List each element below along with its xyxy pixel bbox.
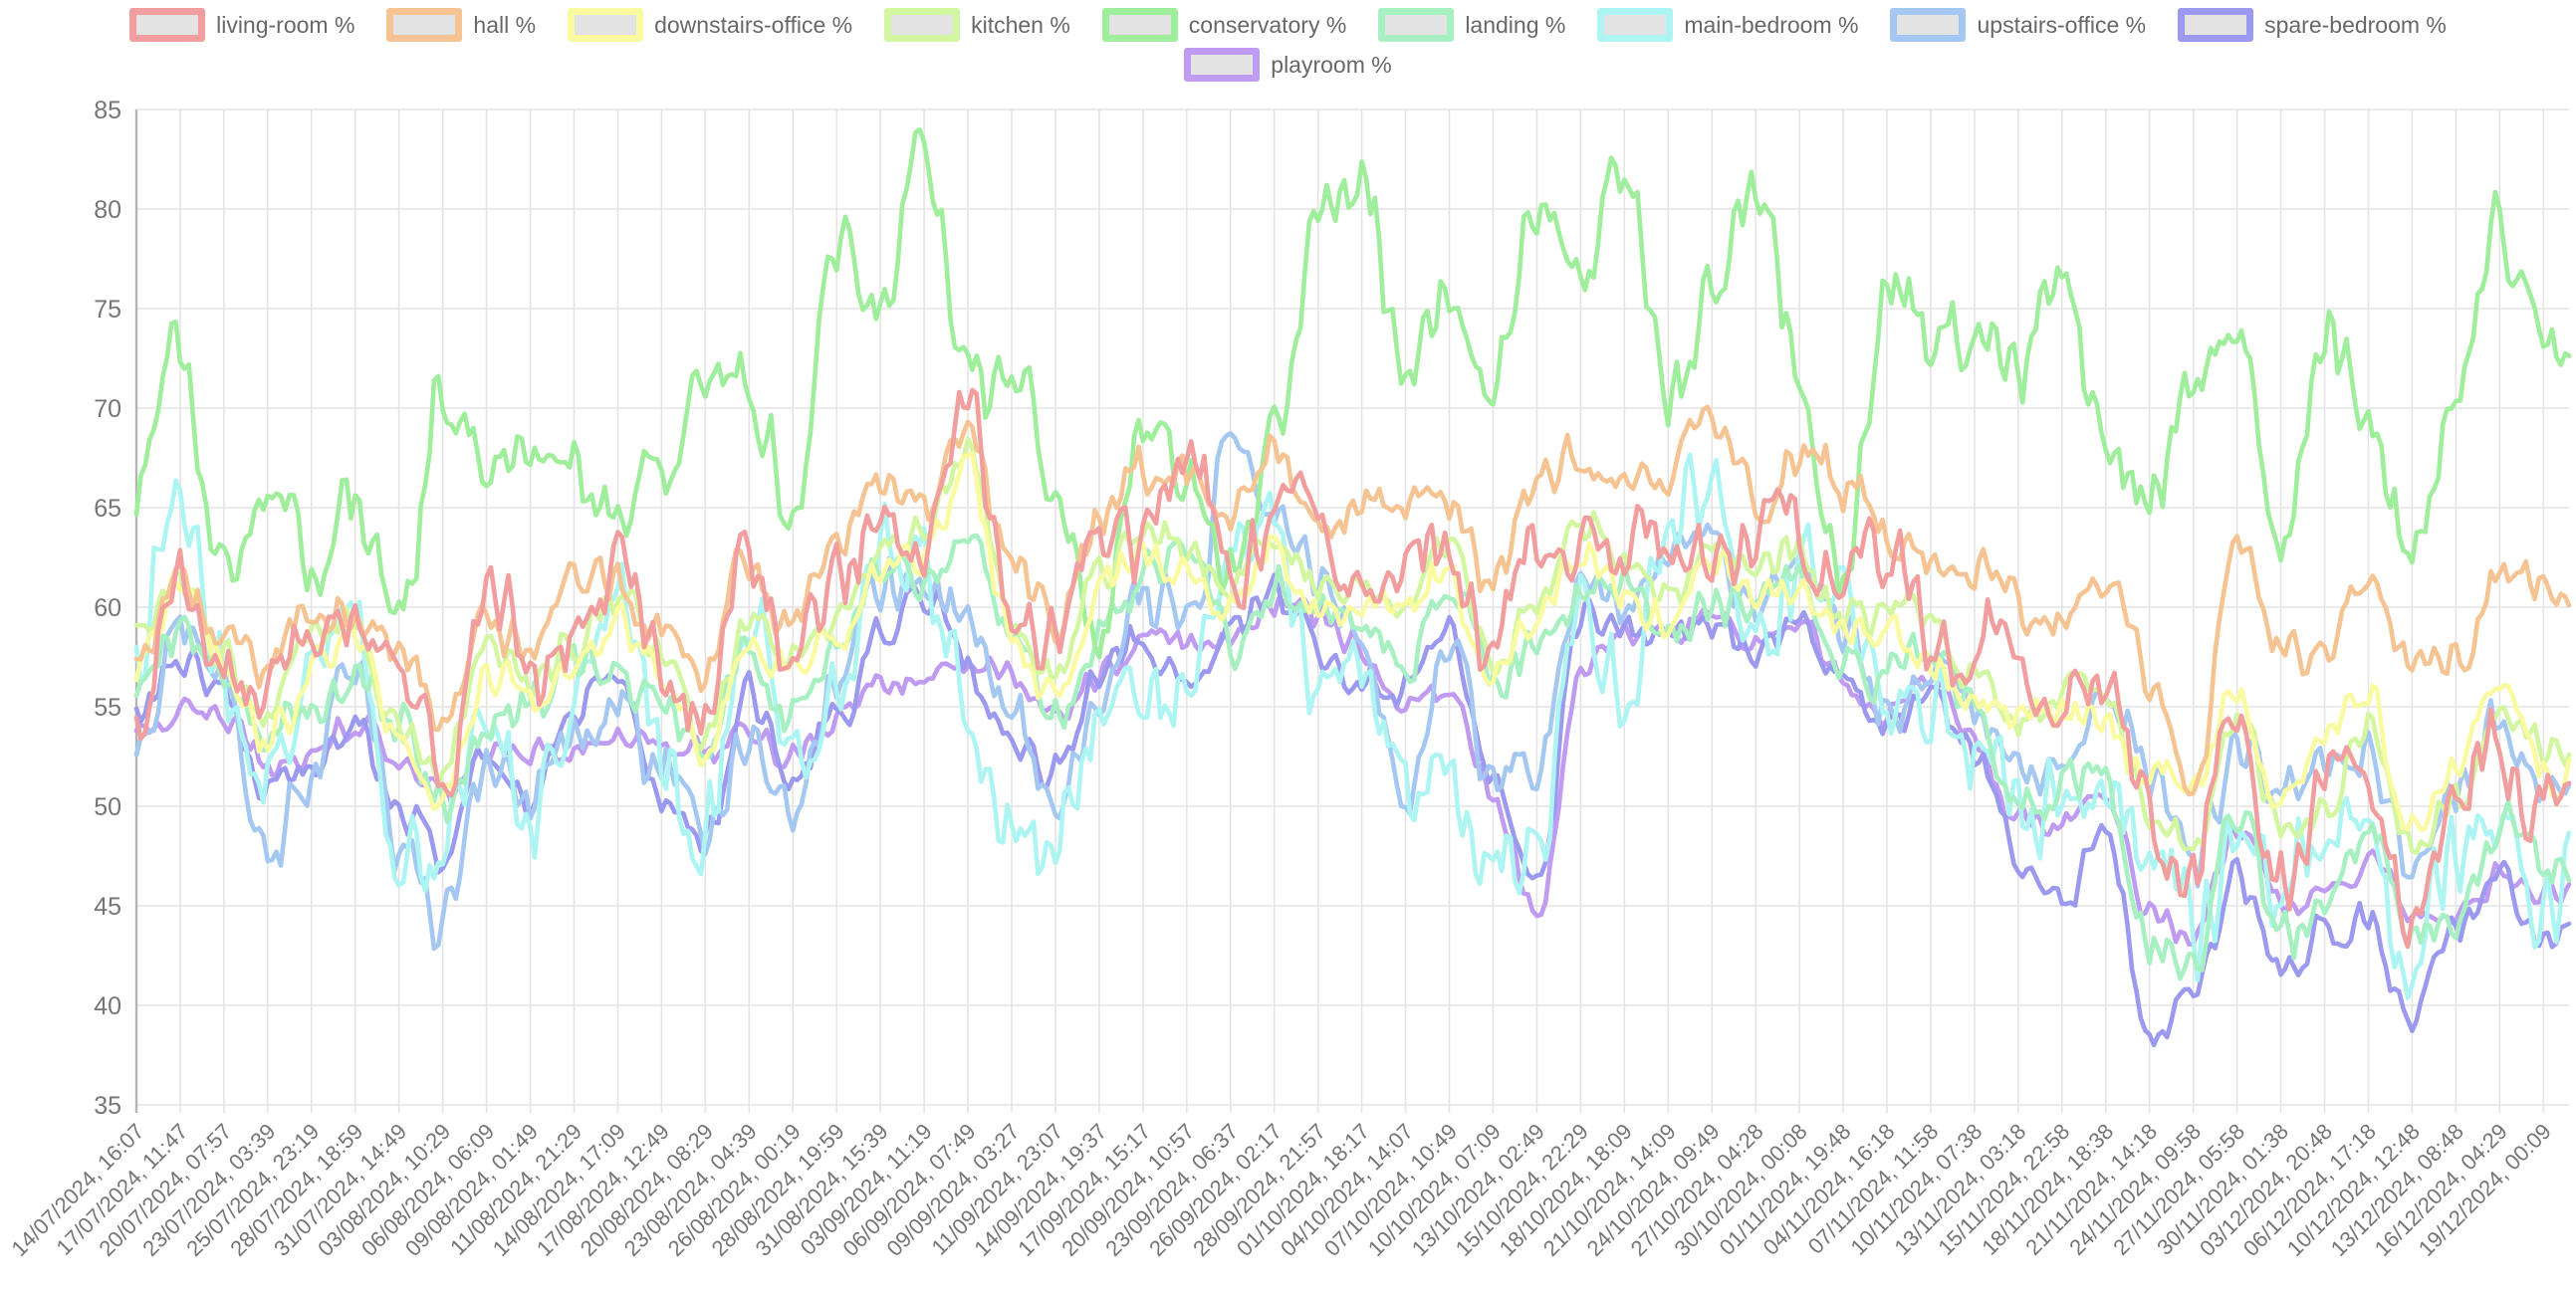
svg-text:45: 45: [94, 893, 121, 921]
svg-text:35: 35: [94, 1092, 121, 1120]
svg-text:85: 85: [94, 97, 121, 124]
legend-label: kitchen %: [971, 11, 1070, 38]
gridlines: [134, 108, 2569, 1113]
svg-text:75: 75: [94, 296, 121, 324]
legend-swatch-icon: [1101, 8, 1178, 42]
svg-text:60: 60: [94, 594, 121, 622]
chart-legend: living-room % hall % downstairs-office % ki…: [0, 8, 2576, 82]
legend-label: hall %: [473, 11, 537, 38]
legend-swatch-icon: [1184, 48, 1261, 82]
legend-label: playroom %: [1271, 51, 1392, 78]
legend-item-playroom[interactable]: playroom %: [1184, 48, 1392, 82]
legend-row-1: living-room % hall % downstairs-office % ki…: [129, 8, 2447, 42]
legend-swatch-icon: [884, 8, 961, 42]
legend-row-2: playroom %: [1184, 48, 1392, 82]
legend-item-landing[interactable]: landing %: [1378, 8, 1565, 42]
legend-item-spare-bedroom[interactable]: spare-bedroom %: [2178, 8, 2447, 42]
series-line-hall: [133, 404, 2572, 797]
legend-swatch-icon: [2178, 8, 2254, 42]
series-lines: [133, 127, 2572, 1048]
series-line-downstairs-office: [133, 451, 2572, 832]
legend-swatch-icon: [568, 8, 644, 42]
legend-label: upstairs-office %: [1977, 11, 2147, 38]
svg-text:70: 70: [94, 395, 121, 423]
legend-item-main-bedroom[interactable]: main-bedroom %: [1597, 8, 1858, 42]
legend-swatch-icon: [386, 8, 463, 42]
legend-swatch-icon: [1890, 8, 1967, 42]
legend-item-upstairs-office[interactable]: upstairs-office %: [1890, 8, 2146, 42]
legend-swatch-icon: [129, 8, 206, 42]
series-line-main-bedroom: [133, 452, 2572, 1000]
svg-text:50: 50: [94, 793, 121, 821]
legend-label: living-room %: [216, 11, 355, 38]
legend-swatch-icon: [1597, 8, 1674, 42]
svg-text:65: 65: [94, 495, 121, 523]
legend-item-downstairs-office[interactable]: downstairs-office %: [568, 8, 852, 42]
series-line-landing: [133, 533, 2572, 981]
y-axis-tick-labels: 35 40 45 50 55 60 65 70 75 80 85: [94, 97, 121, 1120]
legend-item-conservatory[interactable]: conservatory %: [1101, 8, 1347, 42]
legend-label: conservatory %: [1188, 11, 1347, 38]
legend-swatch-icon: [1378, 8, 1455, 42]
legend-label: landing %: [1465, 11, 1566, 38]
series-line-living-room: [133, 387, 2572, 950]
legend-label: main-bedroom %: [1684, 11, 1859, 38]
legend-item-living-room[interactable]: living-room %: [129, 8, 354, 42]
svg-text:80: 80: [94, 196, 121, 224]
legend-item-hall[interactable]: hall %: [386, 8, 536, 42]
legend-label: downstairs-office %: [654, 11, 853, 38]
legend-label: spare-bedroom %: [2264, 11, 2447, 38]
series-line-conservatory: [133, 127, 2572, 660]
legend-item-kitchen[interactable]: kitchen %: [884, 8, 1070, 42]
svg-text:40: 40: [94, 992, 121, 1020]
svg-text:55: 55: [94, 694, 121, 722]
